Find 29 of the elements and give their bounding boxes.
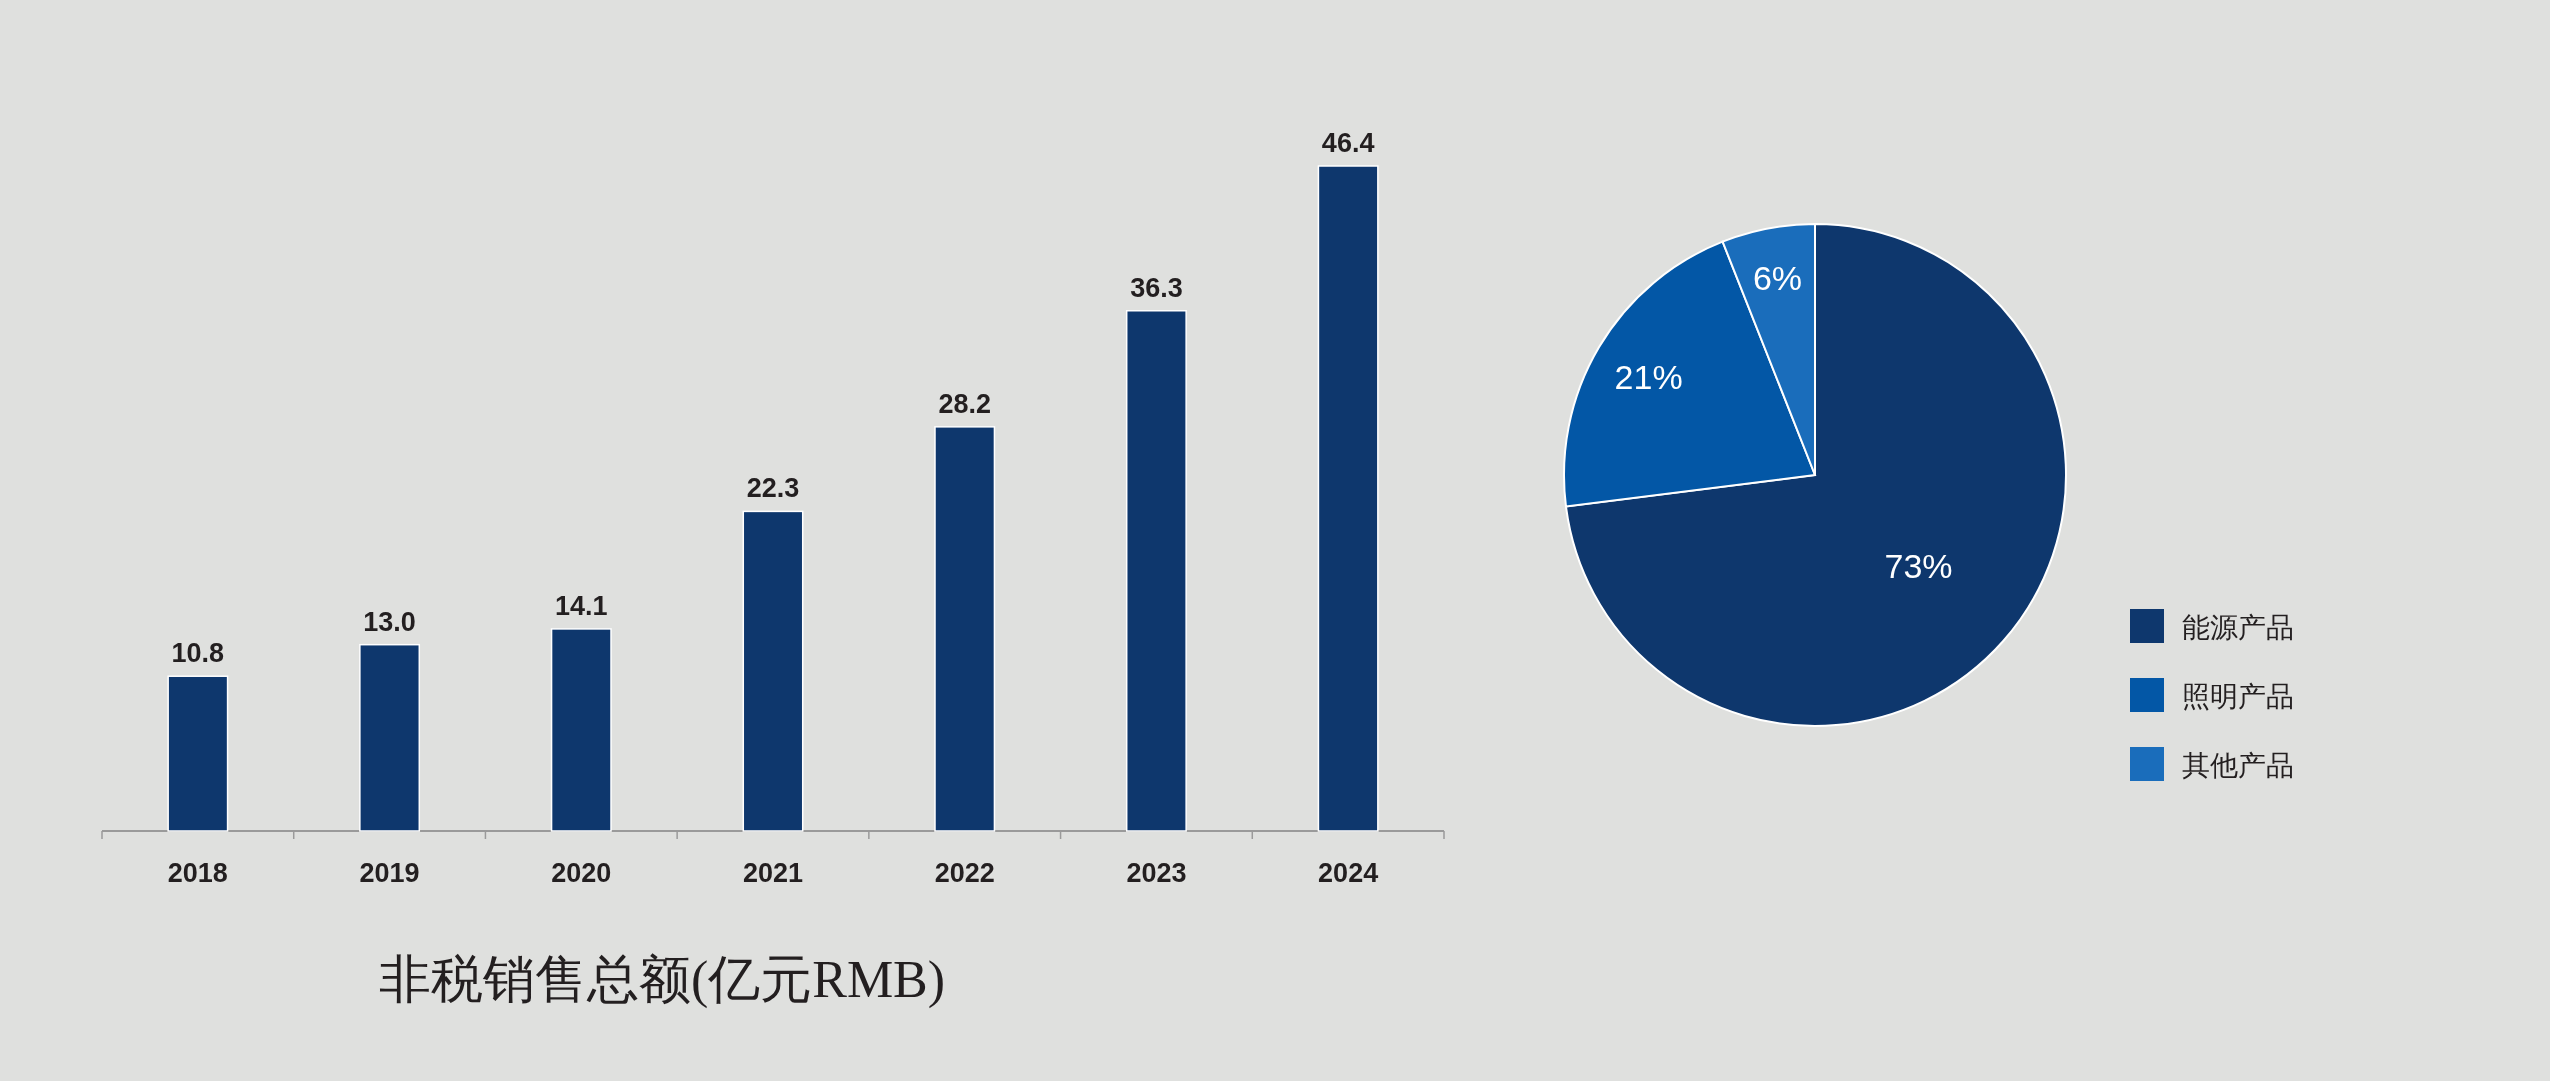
data-label: 28.2: [938, 388, 991, 419]
data-label: 13.0: [363, 606, 416, 637]
bar: [1125, 310, 1187, 832]
data-label: 6%: [1752, 259, 1803, 298]
data-label: 46.4: [1321, 128, 1375, 158]
x-tick-label: 2021: [742, 858, 804, 888]
data-label: 22.3: [746, 473, 800, 504]
x-tick-label: 2024: [1318, 858, 1379, 888]
pie-slice: [1564, 223, 2067, 727]
data-label: 36.3: [1130, 272, 1183, 303]
text: 非税销售总额(亿元RMB): [378, 951, 946, 1009]
bar: [934, 426, 996, 832]
legend-label: 照明产品: [2182, 680, 2294, 713]
x-tick-label: 2019: [359, 858, 420, 888]
bar: [742, 510, 804, 832]
data-label: 21%: [1614, 357, 1683, 396]
bar: [550, 628, 612, 832]
x-tick-label: 2022: [934, 858, 995, 888]
data-label: 14.1: [555, 590, 608, 621]
x-tick-label: 2020: [551, 858, 612, 888]
data-label: 73%: [1884, 547, 1953, 586]
data-label: 10.8: [171, 638, 225, 669]
legend-label: 能源产品: [2182, 611, 2294, 644]
x-tick-label: 2023: [1126, 858, 1187, 888]
legend-label: 其他产品: [2182, 749, 2294, 782]
bar: [359, 643, 421, 832]
bar: [1317, 165, 1379, 832]
x-tick-label: 2018: [167, 858, 228, 888]
bar: [167, 675, 229, 832]
